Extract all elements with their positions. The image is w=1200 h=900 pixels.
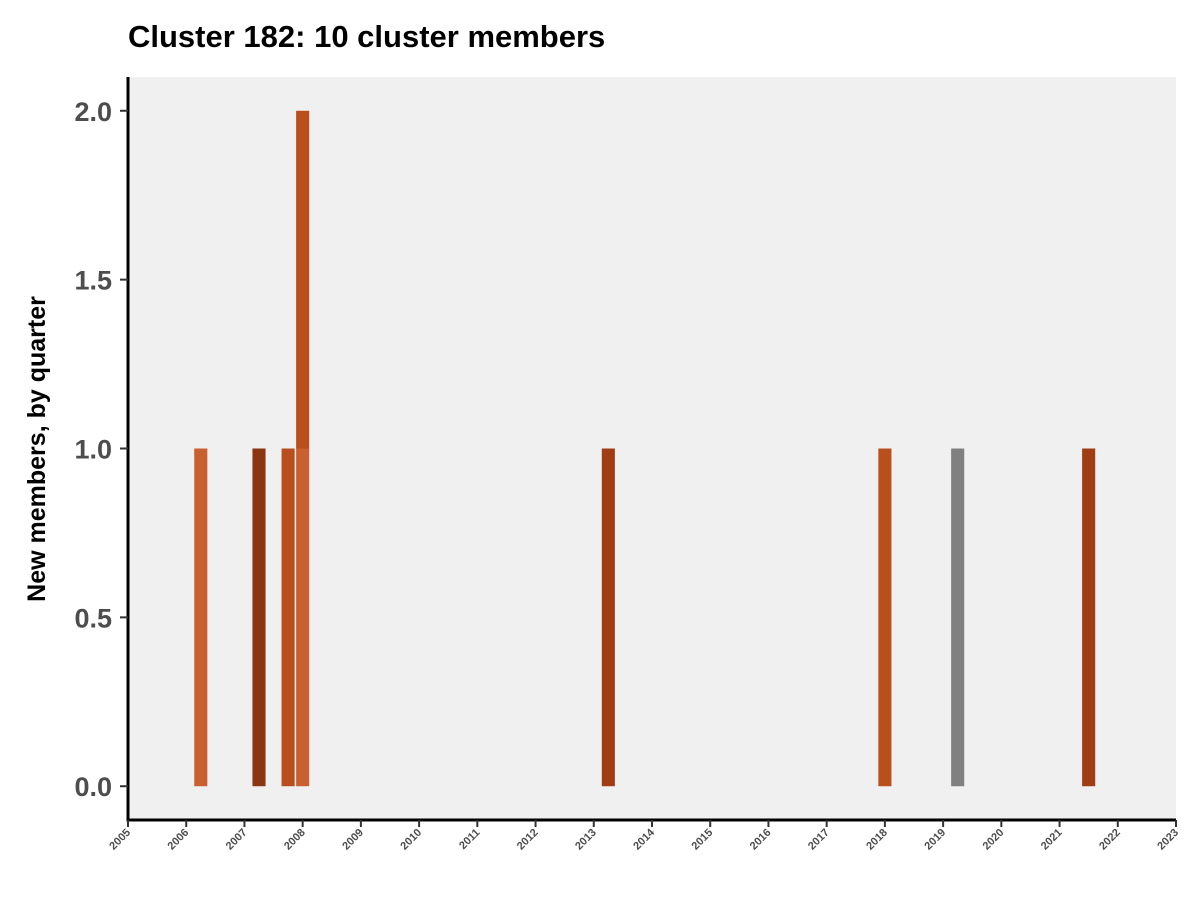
x-tick-label: 2018 [864, 827, 890, 853]
y-tick-label: 1.5 [74, 266, 112, 296]
bar-2019-q2-seg-1 [951, 448, 965, 787]
x-tick-label: 2013 [573, 827, 599, 853]
bar-2008-q1-seg-2 [296, 110, 310, 449]
x-tick-label: 2020 [981, 827, 1007, 853]
y-tick-label: 2.0 [74, 97, 112, 127]
x-tick-label: 2012 [515, 827, 541, 853]
x-tick-label: 2019 [922, 827, 948, 853]
bars [194, 110, 1096, 787]
bar-2008-q1-seg-1 [296, 448, 310, 787]
x-tick-label: 2006 [166, 827, 192, 853]
x-tick-label: 2007 [224, 827, 250, 853]
y-axis-ticks: 0.0 0.5 1.0 1.5 2.0 [74, 97, 128, 802]
x-tick-label: 2021 [1039, 827, 1065, 853]
chart-title: Cluster 182: 10 cluster members [128, 19, 605, 54]
bar-2007-q2-seg-1 [252, 448, 266, 787]
x-tick-label: 2017 [806, 827, 832, 853]
x-tick-label: 2008 [282, 827, 308, 853]
y-axis-label: New members, by quarter [23, 296, 51, 602]
bar-2018-q1-seg-1 [878, 448, 892, 787]
y-tick-label: 0.0 [74, 772, 112, 802]
y-tick-label: 0.5 [74, 603, 112, 633]
bar-2021-q3-seg-1 [1082, 448, 1096, 787]
x-tick-label: 2015 [690, 827, 716, 853]
x-tick-label: 2016 [748, 827, 774, 853]
x-tick-label: 2014 [631, 826, 657, 852]
x-axis-ticks: 2005 2006 2007 2008 2009 2010 2011 2012 2013 2014… [107, 820, 1181, 852]
x-tick-label: 2009 [340, 827, 366, 853]
x-tick-label: 2022 [1097, 827, 1123, 853]
x-tick-label: 2011 [457, 827, 482, 852]
x-tick-label: 2005 [107, 827, 133, 853]
bar-2013-q2-seg-1 [601, 448, 615, 787]
x-tick-label: 2023 [1155, 827, 1181, 853]
y-tick-label: 1.0 [74, 435, 112, 465]
bar-2006-q2-seg-1 [194, 448, 208, 787]
bar-2007-q4-seg-1 [281, 448, 295, 787]
x-tick-label: 2010 [398, 827, 424, 853]
